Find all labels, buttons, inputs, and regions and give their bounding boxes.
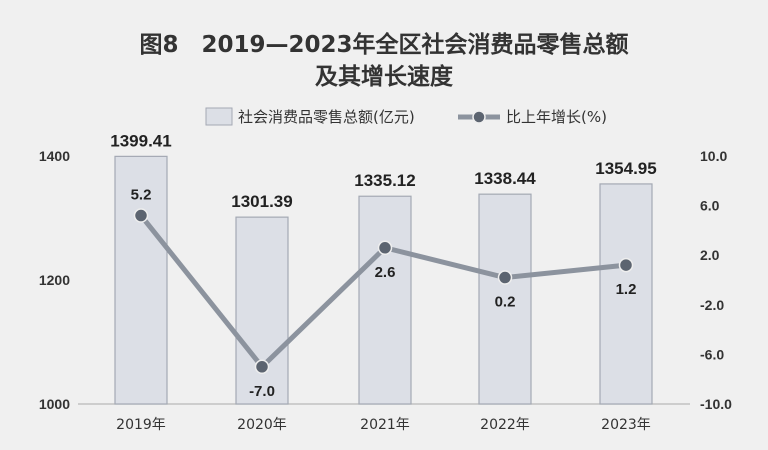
legend-line-marker bbox=[472, 110, 486, 124]
bar-value-label-1: 1301.39 bbox=[231, 192, 292, 211]
bar-value-label-4: 1354.95 bbox=[595, 159, 656, 178]
y-left-tick-2: 1400 bbox=[39, 148, 70, 164]
y-right-tick-3: 2.0 bbox=[700, 247, 720, 263]
x-tick-2: 2021年 bbox=[360, 417, 410, 433]
legend: 社会消费品零售总额(亿元) 比上年增长(%) bbox=[205, 107, 607, 126]
bar-2 bbox=[358, 195, 412, 405]
x-tick-3: 2022年 bbox=[480, 417, 530, 433]
bar-1 bbox=[235, 216, 289, 405]
y-right-tick-4: 6.0 bbox=[700, 198, 720, 214]
bar-value-label-0: 1399.41 bbox=[110, 131, 171, 150]
chart-title-line1: 图8 2019—2023年全区社会消费品零售总额 bbox=[139, 31, 628, 58]
bar-0 bbox=[114, 155, 168, 405]
growth-point-4 bbox=[618, 257, 634, 273]
y-right-tick-1: -6.0 bbox=[700, 346, 724, 362]
x-tick-4: 2023年 bbox=[601, 417, 651, 433]
bar-value-label-2: 1335.12 bbox=[354, 171, 415, 190]
bar-3 bbox=[478, 193, 532, 405]
growth-point-1 bbox=[254, 359, 270, 375]
bars-layer bbox=[114, 155, 653, 405]
chart-title-line2: 及其增长速度 bbox=[315, 63, 454, 90]
axes-layer: 1000 1200 1400 -10.0 -6.0 -2.0 2.0 6.0 10.0 2019年… bbox=[39, 148, 732, 433]
growth-label-1: -7.0 bbox=[249, 383, 275, 400]
growth-label-0: 5.2 bbox=[131, 187, 152, 204]
growth-point-0 bbox=[133, 208, 149, 223]
growth-point-2 bbox=[377, 240, 393, 256]
growth-point-3 bbox=[497, 270, 513, 285]
y-right-tick-2: -2.0 bbox=[700, 297, 724, 313]
line-layer bbox=[133, 208, 634, 375]
legend-bar-swatch bbox=[205, 107, 233, 126]
growth-label-2: 2.6 bbox=[375, 264, 396, 281]
legend-bar-label: 社会消费品零售总额(亿元) bbox=[238, 108, 415, 126]
y-right-tick-0: -10.0 bbox=[700, 396, 732, 412]
bar-value-label-3: 1338.44 bbox=[474, 169, 536, 188]
x-tick-0: 2019年 bbox=[116, 417, 166, 433]
y-left-tick-0: 1000 bbox=[39, 396, 70, 412]
bar-4 bbox=[599, 183, 653, 405]
y-left-tick-1: 1200 bbox=[39, 272, 70, 288]
legend-line-label: 比上年增长(%) bbox=[506, 108, 607, 126]
growth-label-3: 0.2 bbox=[495, 294, 516, 311]
labels-layer: 1399.41 1301.39 1335.12 1338.44 1354.95 5.2 -7… bbox=[110, 131, 656, 399]
growth-label-4: 1.2 bbox=[616, 281, 637, 298]
y-right-tick-5: 10.0 bbox=[700, 148, 727, 164]
x-tick-1: 2020年 bbox=[237, 417, 287, 433]
